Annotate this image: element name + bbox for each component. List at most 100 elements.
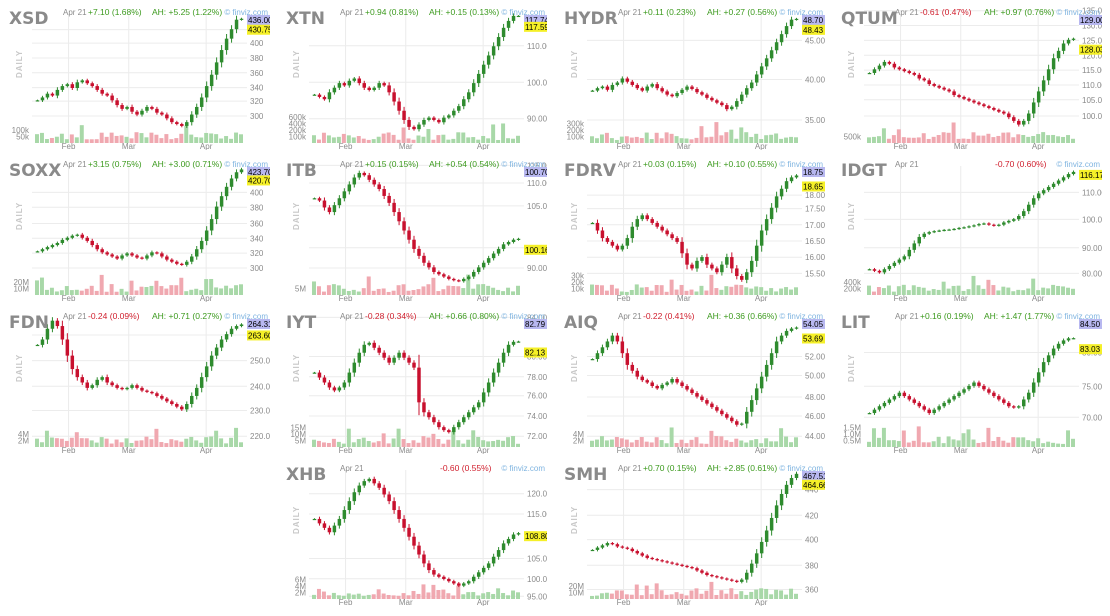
month-label: Mar bbox=[399, 446, 413, 454]
volume-bar bbox=[516, 443, 520, 447]
candle-body bbox=[229, 328, 234, 335]
volume-bar bbox=[39, 277, 44, 295]
chart-panel-xtn[interactable]: Feb Mar Apr 110.00 100.00 90.00 600k400k200k10… bbox=[277, 0, 547, 150]
volume-bar bbox=[149, 132, 154, 143]
volume-bar bbox=[724, 440, 729, 447]
candle-body bbox=[342, 510, 347, 519]
candle-body bbox=[922, 233, 926, 237]
chart-panel-lit[interactable]: FebMarApr80.0075.0070.001.5M1.0M0.5MLITA… bbox=[832, 304, 1102, 454]
chart-panel-xsd[interactable]: FebMarApr420400380360340320300100k50kXSD… bbox=[0, 0, 270, 150]
y-tick-label: 84.00 bbox=[527, 313, 547, 322]
volume-bar bbox=[79, 125, 84, 143]
volume-bar bbox=[199, 290, 204, 295]
volume-bar bbox=[124, 136, 129, 143]
candle-body bbox=[327, 527, 332, 533]
volume-bar bbox=[386, 443, 391, 447]
candle-body bbox=[610, 543, 615, 545]
candle-body bbox=[402, 221, 406, 231]
date-label: Apr 21 bbox=[63, 160, 87, 169]
volume-bar bbox=[321, 291, 326, 295]
candle-body bbox=[462, 278, 466, 282]
chart-panel-aiq[interactable]: Feb Mar Apr 52.00 50.00 48.00 46.00 44.00 4M 2M AI… bbox=[555, 304, 825, 454]
volume-bar bbox=[49, 137, 54, 143]
candle-body bbox=[471, 271, 476, 277]
candle-body bbox=[972, 225, 976, 227]
candle-body bbox=[387, 494, 391, 502]
volume-bar bbox=[991, 137, 996, 143]
candle-body bbox=[1026, 113, 1031, 121]
volume-bar bbox=[54, 136, 59, 143]
volume-bar bbox=[426, 284, 431, 295]
volume-bar bbox=[629, 594, 634, 599]
chart-panel-itb[interactable]: FebMarApr115.00110.00105.0095.0090.005MI… bbox=[277, 152, 547, 302]
volume-bar bbox=[129, 442, 134, 447]
volume-bar bbox=[1016, 134, 1021, 143]
volume-bar bbox=[204, 279, 209, 295]
volume-bar bbox=[376, 136, 381, 143]
volume-bar bbox=[199, 137, 204, 143]
close-price-tag bbox=[802, 181, 825, 192]
chart-panel-fdn[interactable]: FebMarApr260.00250.00240.00230.00220.004… bbox=[0, 304, 270, 454]
candle-body bbox=[204, 230, 209, 241]
volume-bar bbox=[346, 135, 351, 143]
candle-body bbox=[35, 251, 40, 253]
volume-bar bbox=[154, 428, 159, 447]
chart-panel-smh[interactable]: Feb Mar Apr 440 420 400 380 360 20M 10M SMH Apr 21 +… bbox=[555, 456, 825, 606]
volume-bar bbox=[391, 438, 396, 447]
chart-panel-qtum[interactable]: Feb Mar Apr 135.00 130.00 125.00 120.00 115.00 1… bbox=[832, 0, 1102, 150]
volume-bar bbox=[594, 595, 599, 599]
candle-body bbox=[115, 385, 119, 388]
candle-body bbox=[1007, 220, 1011, 223]
candle-body bbox=[491, 556, 496, 564]
volume-bar bbox=[119, 135, 124, 143]
candle-body bbox=[115, 256, 119, 259]
volume-bar bbox=[346, 291, 351, 295]
candle-body bbox=[417, 248, 421, 256]
high-price-tag bbox=[802, 167, 825, 177]
candle-body bbox=[332, 205, 337, 213]
volume-bar bbox=[629, 442, 634, 447]
candle-body bbox=[759, 376, 764, 389]
chart-panel-xhb[interactable]: Feb Mar Apr 120.00 115.00 105.00 100.00 95.00 6M… bbox=[277, 456, 547, 606]
candle-body bbox=[511, 15, 516, 21]
chart-panel-soxx[interactable]: Feb Mar Apr 400 380 360 340 320 300 20M 10M SOXX Apr… bbox=[0, 152, 270, 302]
candle-body bbox=[467, 92, 471, 100]
after-hours-change: AH: +0.66 (0.80%) bbox=[429, 311, 499, 321]
volume-bar bbox=[886, 440, 891, 447]
volume-bar bbox=[590, 136, 594, 143]
volume-tick-label: 100k bbox=[289, 133, 307, 142]
candle-body bbox=[610, 241, 615, 246]
price-change: +7.10 (1.68%) bbox=[88, 7, 142, 17]
candle-body bbox=[55, 242, 60, 246]
candle-body bbox=[655, 559, 659, 561]
volume-bar bbox=[911, 285, 916, 295]
candle-body bbox=[635, 219, 640, 227]
candle-body bbox=[1031, 382, 1036, 393]
candle-body bbox=[80, 80, 85, 83]
volume-bar bbox=[704, 443, 709, 447]
volume-bar bbox=[941, 443, 946, 447]
volume-bar bbox=[371, 290, 376, 295]
volume-bar bbox=[789, 442, 794, 447]
chart-panel-fdrv[interactable]: Feb Mar Apr 18.00 17.50 17.00 16.50 16.00 15.50 3… bbox=[555, 152, 825, 302]
candle-body bbox=[45, 93, 50, 98]
close-price-label: 82.13 bbox=[525, 349, 546, 358]
candle-body bbox=[332, 387, 337, 391]
volume-bar bbox=[921, 442, 926, 447]
volume-bar bbox=[491, 287, 496, 295]
volume-bar bbox=[779, 138, 784, 143]
candle-body bbox=[615, 335, 620, 342]
chart-panel-hydr[interactable]: Feb Mar Apr 45.00 40.00 35.00 300k 200k 100k HYDR… bbox=[555, 0, 825, 150]
volume-bar bbox=[506, 138, 511, 143]
volume-bar bbox=[1031, 441, 1036, 447]
y-tick-label: 110.00 bbox=[527, 179, 547, 188]
volume-bar bbox=[769, 441, 774, 447]
volume-bar bbox=[74, 289, 79, 295]
y-tick-label: 48.00 bbox=[805, 393, 825, 402]
chart-panel-iyt[interactable]: FebMarApr84.0080.0078.0076.0074.0072.001… bbox=[277, 304, 547, 454]
month-label: Feb bbox=[617, 598, 631, 606]
y-tick-label: 110.00 bbox=[527, 42, 547, 51]
volume-bar bbox=[594, 439, 599, 447]
volume-bar bbox=[699, 593, 704, 599]
